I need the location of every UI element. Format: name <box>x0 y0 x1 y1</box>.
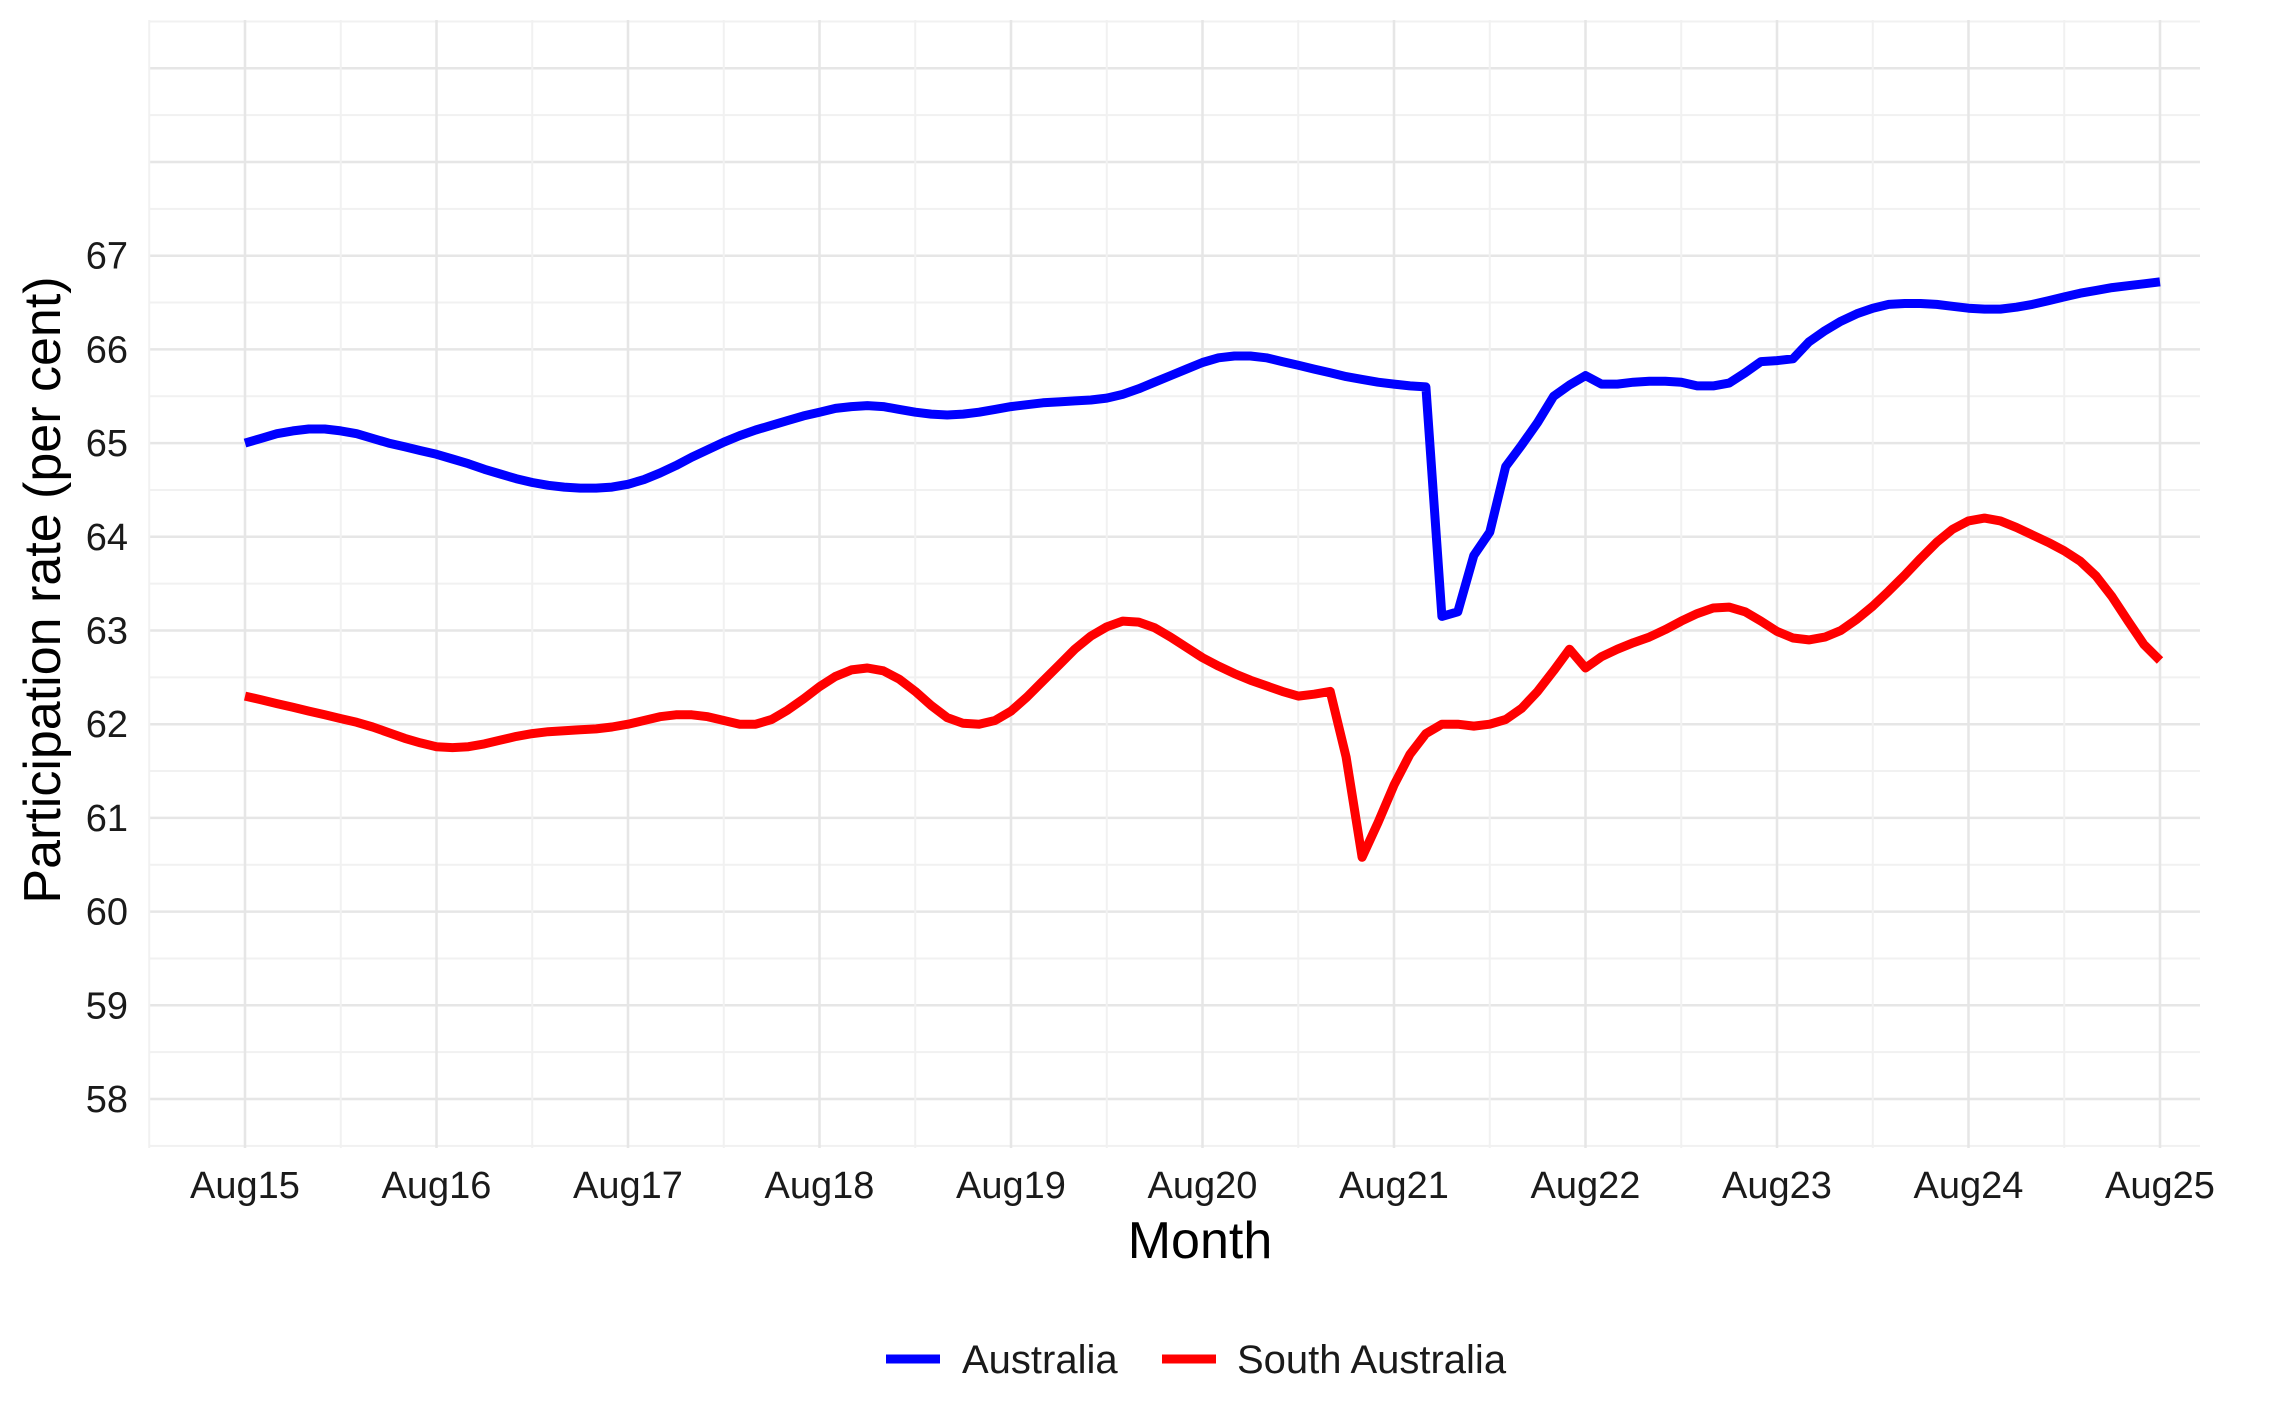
x-tick-label: Aug17 <box>573 1165 683 1207</box>
y-tick-label: 60 <box>86 892 128 934</box>
x-axis-tick-labels: Aug15 Aug16 Aug17 Aug18 Aug19 Aug20 Aug21 Aug22… <box>190 1165 2215 1207</box>
x-tick-label: Aug18 <box>765 1165 875 1207</box>
x-tick-label: Aug22 <box>1531 1165 1641 1207</box>
x-tick-label: Aug16 <box>382 1165 492 1207</box>
series-lines <box>243 277 2164 862</box>
x-tick-label: Aug24 <box>1914 1165 2024 1207</box>
y-tick-label: 65 <box>86 423 128 465</box>
x-tick-label: Aug21 <box>1339 1165 1449 1207</box>
legend: Australia South Australia <box>886 1338 1507 1382</box>
x-tick-label: Aug19 <box>956 1165 1066 1207</box>
y-tick-label: 59 <box>86 985 128 1027</box>
y-tick-label: 63 <box>86 611 128 653</box>
y-axis-tick-labels: 58 59 60 61 62 63 64 65 66 67 <box>86 236 128 1121</box>
series-line-south-australia <box>243 513 2164 862</box>
legend-label-australia: Australia <box>962 1338 1118 1382</box>
legend-label-south-australia: South Australia <box>1237 1338 1507 1382</box>
y-axis-title: Participation rate (per cent) <box>14 276 72 903</box>
y-tick-label: 58 <box>86 1079 128 1121</box>
x-tick-label: Aug23 <box>1722 1165 1832 1207</box>
y-tick-label: 61 <box>86 798 128 840</box>
x-tick-label: Aug20 <box>1148 1165 1258 1207</box>
y-tick-label: 66 <box>86 329 128 371</box>
y-tick-label: 67 <box>86 236 128 278</box>
y-tick-label: 62 <box>86 704 128 746</box>
gridlines <box>148 20 2200 1148</box>
x-tick-label: Aug15 <box>190 1165 300 1207</box>
y-tick-label: 64 <box>86 517 128 559</box>
x-tick-label: Aug25 <box>2105 1165 2215 1207</box>
series-line-australia <box>243 277 2161 621</box>
x-axis-title: Month <box>1128 1212 1273 1270</box>
